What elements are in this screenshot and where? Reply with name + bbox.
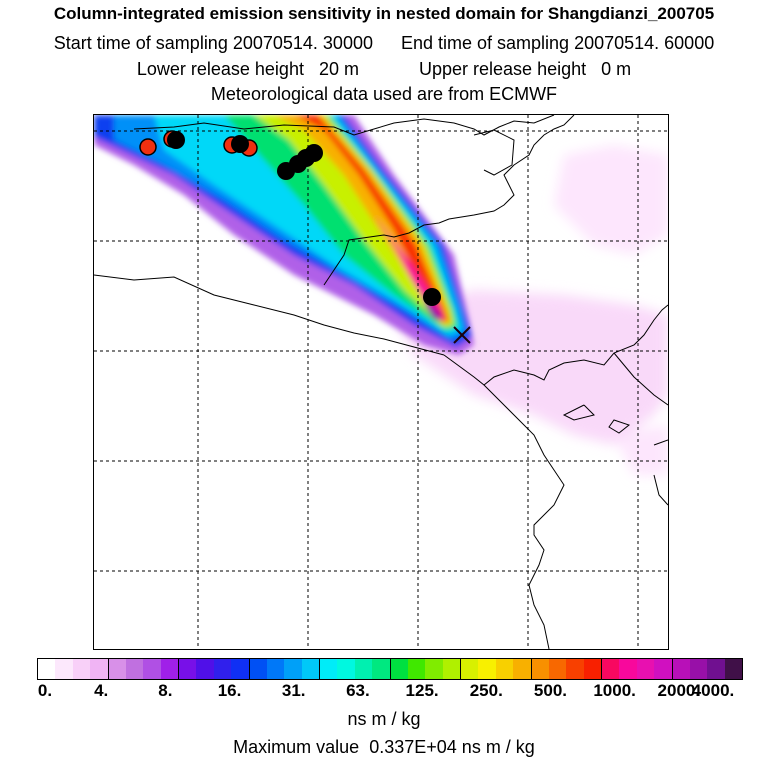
colorbar-segment xyxy=(602,659,620,679)
colorbar-segment xyxy=(90,659,109,679)
colorbar-segment xyxy=(495,659,514,679)
colorbar-segment xyxy=(160,659,179,679)
red-marker xyxy=(139,138,157,156)
colorbar-segment xyxy=(125,659,144,679)
colorbar-tick-label: 125. xyxy=(405,681,439,700)
sensitivity-map xyxy=(94,115,668,649)
met-data-source: Meteorological data used are from ECMWF xyxy=(210,84,558,104)
coastline xyxy=(94,115,668,649)
colorbar-segment xyxy=(707,659,725,679)
end-time: End time of sampling 20070514. 60000 xyxy=(400,33,715,53)
maximum-value-number: 0.337E+04 ns m / kg xyxy=(369,737,535,757)
colorbar-segment xyxy=(531,659,549,679)
lower-release-value: 20 m xyxy=(318,59,359,79)
colorbar-tick-label: 250. xyxy=(469,681,503,700)
colorbar-tick-label: 500. xyxy=(533,681,567,700)
colorbar-tick-label: 0. xyxy=(37,681,53,700)
map-frame xyxy=(93,114,669,650)
colorbar-segment xyxy=(249,659,267,679)
colorbar-segment xyxy=(478,659,496,679)
colorbar-segment xyxy=(108,659,126,679)
colorbar-segment xyxy=(425,659,443,679)
colorbar-segment xyxy=(461,659,479,679)
receptor-cross-icon xyxy=(453,326,471,344)
start-time: Start time of sampling 20070514. 30000 xyxy=(53,33,373,53)
black-marker xyxy=(167,131,185,149)
colorbar xyxy=(37,658,743,680)
colorbar-units: ns m / kg xyxy=(347,709,421,729)
colorbar-segment xyxy=(372,659,391,679)
colorbar-tick-label: 31. xyxy=(281,681,306,700)
colorbar-segment xyxy=(636,659,655,679)
colorbar-tick-label: 4000. xyxy=(691,681,735,700)
colorbar-tick-label: 4. xyxy=(94,681,109,700)
colorbar-tick-label: 2000. xyxy=(657,681,701,700)
colorbar-segment xyxy=(196,659,214,679)
upper-release-value: 0 m xyxy=(601,59,632,79)
colorbar-segment xyxy=(672,659,690,679)
sampling-times: Start time of sampling 20070514. 30000 En… xyxy=(0,33,768,54)
black-marker xyxy=(423,288,441,306)
colorbar-segment xyxy=(38,659,56,679)
black-marker xyxy=(231,135,249,153)
release-markers xyxy=(139,130,441,306)
colorbar-segment xyxy=(320,659,338,679)
colorbar-segment xyxy=(583,659,602,679)
grid-lines xyxy=(94,115,668,649)
black-marker xyxy=(305,144,323,162)
colorbar-segment xyxy=(143,659,161,679)
maximum-value: Maximum value 0.337E+04 ns m / kg xyxy=(0,737,768,758)
colorbar-segment xyxy=(213,659,232,679)
colorbar-segment xyxy=(72,659,91,679)
colorbar-segment xyxy=(284,659,302,679)
lower-release-label: Lower release height xyxy=(136,59,304,79)
release-heights: Lower release height 20 m Upper release h… xyxy=(0,59,768,80)
colorbar-tick-label: 8. xyxy=(158,681,173,700)
map-title: Column-integrated emission sensitivity i… xyxy=(53,4,715,23)
colorbar-tick-label: 63. xyxy=(346,681,370,700)
colorbar-segment xyxy=(407,659,426,679)
colorbar-segment xyxy=(654,659,673,679)
colorbar-tick-label: 16. xyxy=(217,681,242,700)
colorbar-tick-label: 1000. xyxy=(593,681,636,700)
colorbar-segment xyxy=(266,659,285,679)
colorbar-segment xyxy=(513,659,532,679)
colorbar-segment xyxy=(442,659,461,679)
colorbar-segment xyxy=(354,659,373,679)
colorbar-segment xyxy=(390,659,408,679)
colorbar-segment xyxy=(566,659,584,679)
colorbar-segment xyxy=(179,659,197,679)
colorbar-segment xyxy=(689,659,708,679)
colorbar-segment xyxy=(301,659,320,679)
colorbar-segment xyxy=(231,659,250,679)
colorbar-segment xyxy=(337,659,355,679)
colorbar-segment xyxy=(548,659,567,679)
upper-release-label: Upper release height xyxy=(419,59,587,79)
maximum-value-label: Maximum value xyxy=(233,737,360,757)
colorbar-segment xyxy=(724,659,742,679)
colorbar-segment xyxy=(55,659,73,679)
colorbar-segment xyxy=(619,659,637,679)
